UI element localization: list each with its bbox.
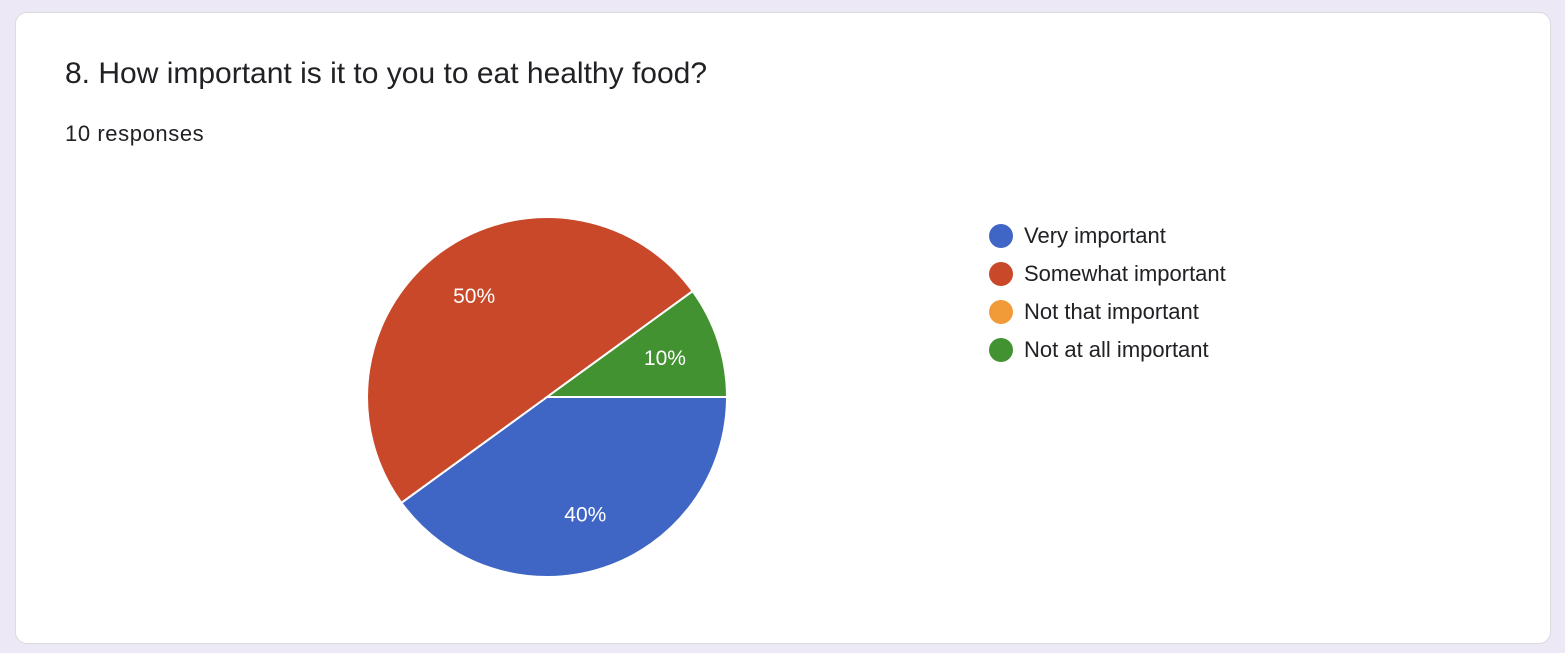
slice-label: 10% — [644, 347, 686, 370]
pie-slice-not-at-all-important[interactable] — [543, 289, 729, 398]
question-summary-card: 8. How important is it to you to eat hea… — [15, 12, 1551, 644]
legend-label: Very important — [1024, 223, 1166, 248]
slice-label: 40% — [564, 503, 606, 526]
response-count: 10 responses — [65, 121, 205, 146]
legend-item-somewhat-important[interactable]: Somewhat important — [989, 255, 1226, 293]
chart-legend: Very important Somewhat important Not th… — [989, 217, 1226, 369]
legend-swatch-very-important — [989, 224, 1013, 248]
legend-item-very-important[interactable]: Very important — [989, 217, 1226, 255]
legend-swatch-not-that-important — [989, 300, 1013, 324]
slice-label: 50% — [453, 285, 495, 308]
legend-label: Somewhat important — [1024, 261, 1226, 286]
legend-swatch-somewhat-important — [989, 262, 1013, 286]
pie-chart: 40% 50% 10% — [366, 216, 729, 578]
legend-item-not-that-important[interactable]: Not that important — [989, 293, 1226, 331]
pie-slice-somewhat-important[interactable] — [366, 216, 695, 505]
legend-item-not-at-all-important[interactable]: Not at all important — [989, 331, 1226, 369]
legend-swatch-not-at-all-important — [989, 338, 1013, 362]
question-title: 8. How important is it to you to eat hea… — [65, 57, 708, 90]
legend-label: Not at all important — [1024, 337, 1209, 362]
pie-slice-labels: 40% 50% 10% — [453, 285, 686, 526]
pie-slices — [366, 216, 729, 578]
legend-label: Not that important — [1024, 299, 1199, 324]
pie-slice-very-important[interactable] — [399, 396, 729, 578]
